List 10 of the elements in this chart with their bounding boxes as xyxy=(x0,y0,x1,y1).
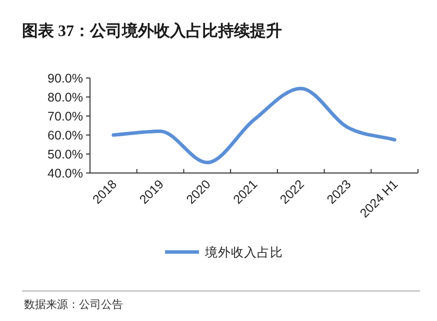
legend-label: 境外收入占比 xyxy=(204,244,283,260)
y-tick-label: 50.0% xyxy=(48,148,83,162)
y-tick-label: 90.0% xyxy=(48,72,83,86)
y-tick-label: 70.0% xyxy=(48,110,83,124)
source-note: 数据来源：公司公告 xyxy=(24,298,123,311)
y-tick-label: 80.0% xyxy=(48,90,83,104)
y-tick-label: 40.0% xyxy=(48,166,83,180)
line-series xyxy=(112,86,396,164)
y-tick-label: 60.0% xyxy=(48,128,83,142)
chart-title: 图表 37：公司境外收入占比持续提升 xyxy=(22,21,282,40)
